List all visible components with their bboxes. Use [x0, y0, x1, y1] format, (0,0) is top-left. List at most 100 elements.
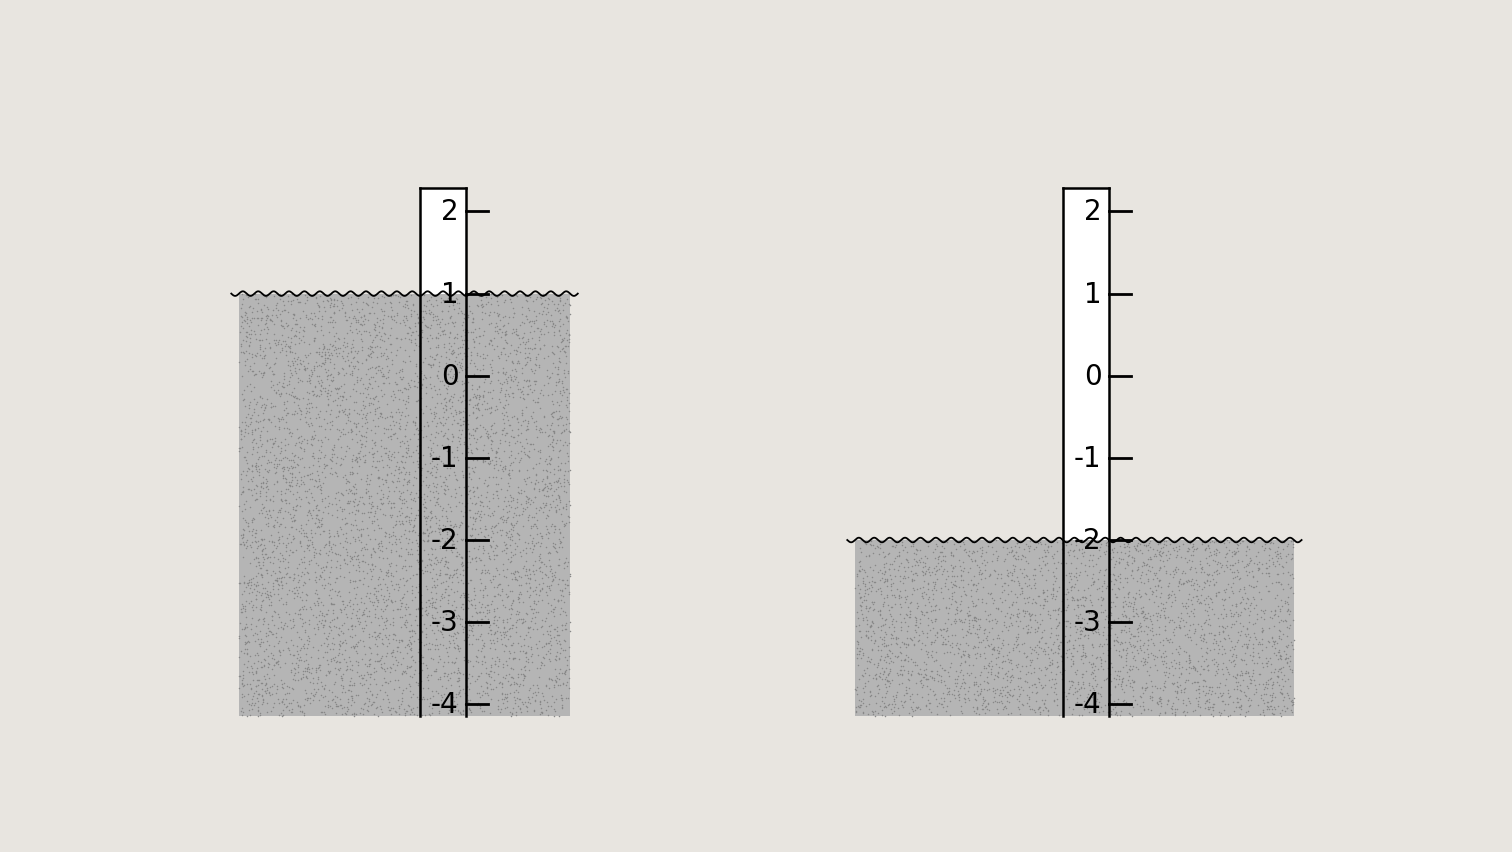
- Point: [1247, 667, 1272, 681]
- Point: [1018, 613, 1042, 627]
- Point: [289, 519, 313, 532]
- Point: [510, 579, 534, 592]
- Point: [983, 686, 1007, 699]
- Point: [466, 672, 490, 686]
- Point: [525, 521, 549, 535]
- Point: [1007, 702, 1031, 716]
- Point: [284, 584, 308, 597]
- Point: [972, 647, 996, 660]
- Point: [956, 578, 980, 591]
- Point: [386, 655, 410, 669]
- Point: [423, 310, 448, 324]
- Point: [859, 584, 883, 598]
- Point: [1028, 598, 1052, 612]
- Point: [318, 288, 342, 302]
- Point: [243, 368, 268, 382]
- Point: [520, 365, 544, 378]
- Point: [298, 406, 322, 419]
- Point: [1270, 688, 1294, 701]
- Point: [1241, 649, 1266, 663]
- Point: [284, 486, 308, 499]
- Point: [380, 567, 404, 580]
- Point: [924, 578, 948, 591]
- Point: [358, 501, 383, 515]
- Point: [998, 574, 1022, 588]
- Point: [526, 648, 550, 662]
- Point: [457, 417, 481, 431]
- Point: [333, 602, 357, 616]
- Point: [346, 636, 370, 649]
- Point: [962, 613, 986, 627]
- Point: [1228, 669, 1252, 682]
- Point: [322, 307, 346, 320]
- Point: [1204, 565, 1228, 579]
- Point: [1093, 654, 1117, 668]
- Point: [268, 345, 292, 359]
- Point: [426, 534, 451, 548]
- Point: [482, 636, 507, 650]
- Point: [1136, 538, 1160, 552]
- Point: [1030, 678, 1054, 692]
- Point: [1222, 654, 1246, 668]
- Point: [281, 672, 305, 686]
- Point: [417, 552, 442, 566]
- Point: [1276, 590, 1300, 604]
- Point: [983, 643, 1007, 657]
- Point: [251, 481, 275, 495]
- Point: [544, 504, 569, 518]
- Point: [851, 693, 875, 706]
- Point: [467, 551, 491, 565]
- Point: [1054, 689, 1078, 703]
- Point: [1231, 619, 1255, 633]
- Point: [965, 627, 989, 641]
- Point: [246, 312, 271, 325]
- Point: [1202, 579, 1226, 592]
- Point: [249, 314, 274, 328]
- Point: [919, 636, 943, 649]
- Point: [343, 312, 367, 325]
- Point: [1187, 682, 1211, 696]
- Point: [305, 661, 330, 675]
- Point: [325, 612, 349, 625]
- Point: [995, 621, 1019, 635]
- Point: [1198, 643, 1222, 657]
- Point: [464, 399, 488, 412]
- Point: [1012, 570, 1036, 584]
- Point: [346, 504, 370, 517]
- Point: [496, 633, 520, 647]
- Point: [969, 698, 993, 711]
- Point: [230, 701, 254, 715]
- Point: [419, 512, 443, 526]
- Point: [281, 530, 305, 544]
- Point: [227, 631, 251, 645]
- Point: [449, 550, 473, 564]
- Point: [342, 575, 366, 589]
- Point: [324, 546, 348, 560]
- Point: [962, 679, 986, 693]
- Point: [499, 373, 523, 387]
- Point: [440, 345, 464, 359]
- Point: [484, 446, 508, 459]
- Point: [1027, 636, 1051, 649]
- Point: [1004, 537, 1028, 550]
- Point: [236, 520, 260, 533]
- Point: [373, 474, 398, 487]
- Point: [316, 665, 340, 678]
- Point: [517, 590, 541, 604]
- Point: [1266, 671, 1290, 684]
- Point: [407, 491, 431, 504]
- Point: [868, 563, 892, 577]
- Point: [1007, 588, 1031, 602]
- Point: [370, 367, 395, 381]
- Point: [1116, 540, 1140, 554]
- Point: [239, 331, 263, 345]
- Point: [248, 640, 272, 653]
- Point: [1045, 642, 1069, 655]
- Point: [508, 653, 532, 666]
- Point: [236, 317, 260, 331]
- Point: [919, 671, 943, 685]
- Point: [407, 654, 431, 668]
- Point: [443, 331, 467, 344]
- Point: [1253, 556, 1278, 570]
- Point: [296, 419, 321, 433]
